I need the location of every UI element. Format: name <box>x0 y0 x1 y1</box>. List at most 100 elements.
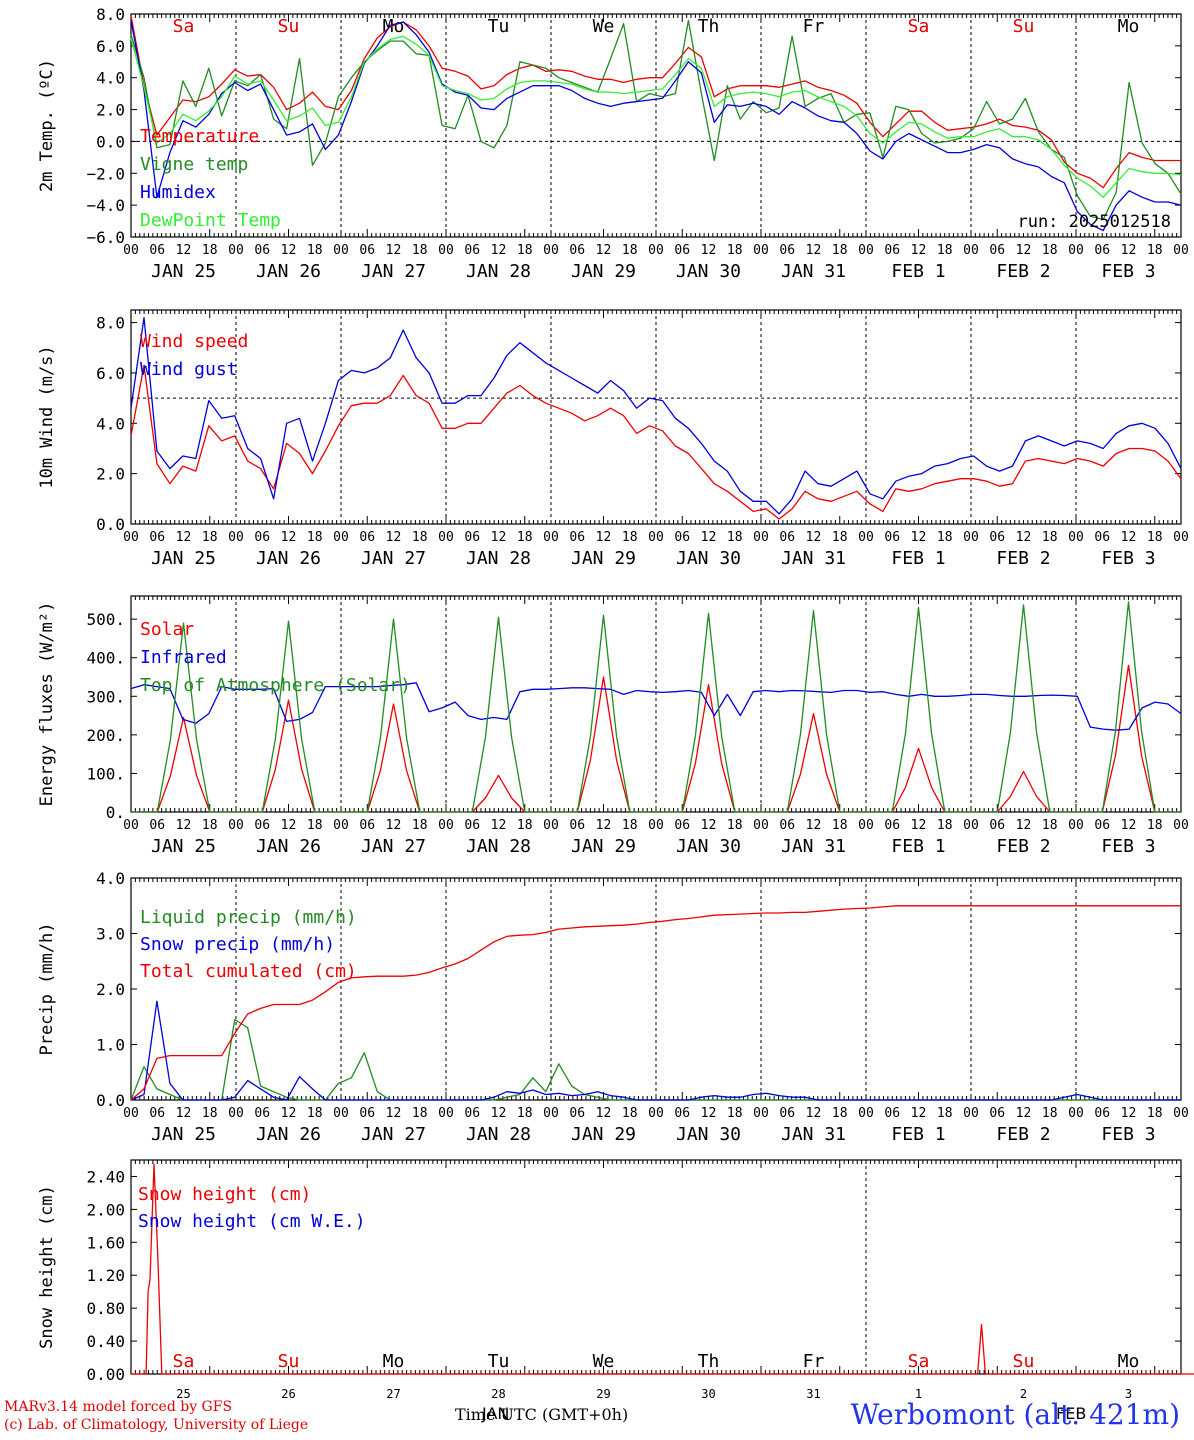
y-tick-label: 0. <box>106 803 125 822</box>
y-tick-label: 1.20 <box>86 1266 125 1285</box>
hour-tick-label: 12 <box>701 818 717 833</box>
month-label-feb: FEB <box>1056 1404 1087 1423</box>
y-axis-label: Snow height (cm) <box>37 1185 57 1349</box>
weekday-label: Fr <box>803 16 825 37</box>
hour-tick-label: 00 <box>1173 1106 1189 1121</box>
date-label: JAN 25 <box>151 261 216 282</box>
weekday-label: Th <box>698 16 720 37</box>
hour-tick-label: 00 <box>648 530 664 545</box>
y-axis-label: Energy fluxes (W/m²) <box>37 602 57 807</box>
y-tick-label: 0.40 <box>86 1332 125 1351</box>
hour-tick-label: 00 <box>543 243 559 258</box>
y-tick-label: 0.0 <box>96 1091 125 1110</box>
hour-tick-label: 12 <box>596 1106 612 1121</box>
hour-tick-label: 00 <box>333 1106 349 1121</box>
hour-tick-label: 00 <box>1068 818 1084 833</box>
hour-tick-label: 00 <box>1173 818 1189 833</box>
y-tick-label: 1.60 <box>86 1233 125 1252</box>
hour-tick-label: 06 <box>674 243 690 258</box>
hour-tick-label: 06 <box>464 530 480 545</box>
hour-tick-label: 12 <box>491 818 507 833</box>
y-tick-label: 100. <box>86 764 125 783</box>
weekday-label: Sa <box>173 16 195 37</box>
legend-entry: Solar <box>140 619 194 640</box>
station-name: Werbomont (alt. 421m) <box>850 1398 1180 1431</box>
date-label: FEB 2 <box>996 1124 1050 1145</box>
y-tick-label: 2.40 <box>86 1167 125 1186</box>
legend-entry: Snow height (cm) <box>138 1184 311 1205</box>
date-label: JAN 27 <box>361 836 426 857</box>
hour-tick-label: 00 <box>123 818 139 833</box>
date-label: JAN 26 <box>256 548 321 569</box>
hour-tick-label: 00 <box>1068 243 1084 258</box>
day-number-label: 1 <box>915 1387 922 1401</box>
date-label: FEB 1 <box>891 1124 945 1145</box>
hour-tick-label: 12 <box>386 243 402 258</box>
hour-tick-label: 18 <box>937 1106 953 1121</box>
hour-tick-label: 18 <box>622 530 638 545</box>
hour-tick-label: 12 <box>806 818 822 833</box>
hour-tick-label: 00 <box>858 818 874 833</box>
hour-tick-label: 18 <box>1042 818 1058 833</box>
hour-tick-label: 12 <box>1016 1106 1032 1121</box>
hour-tick-label: 12 <box>806 530 822 545</box>
weekday-label: Su <box>278 1351 300 1372</box>
date-label: JAN 26 <box>256 1124 321 1145</box>
hour-tick-label: 18 <box>727 818 743 833</box>
hour-tick-label: 00 <box>438 1106 454 1121</box>
date-label: JAN 26 <box>256 261 321 282</box>
hour-tick-label: 18 <box>832 1106 848 1121</box>
hour-tick-label: 18 <box>517 243 533 258</box>
weekday-label: Sa <box>908 16 930 37</box>
hour-tick-label: 06 <box>989 530 1005 545</box>
legend-entry: Wind speed <box>140 331 248 352</box>
hour-tick-label: 00 <box>123 530 139 545</box>
hour-tick-label: 18 <box>307 530 323 545</box>
weekday-label: Mo <box>1118 1351 1140 1372</box>
hour-tick-label: 06 <box>989 243 1005 258</box>
panel-4: 4.0 3.0 2.0 1.0 0.0 Precip (mm/h) 00 06 12 18 JAN … <box>37 869 1189 1145</box>
hour-tick-label: 06 <box>884 1106 900 1121</box>
hour-tick-label: 18 <box>307 1106 323 1121</box>
y-tick-label: 1.0 <box>96 1036 125 1055</box>
y-tick-label: 300. <box>86 687 125 706</box>
panel-2: 8.0 6.0 4.0 2.0 0.0 10m Wind (m/s) 00 06 12 18 JAN… <box>37 309 1189 569</box>
series-line <box>130 35 1182 198</box>
hour-tick-label: 06 <box>884 243 900 258</box>
hour-tick-label: 12 <box>596 818 612 833</box>
hour-tick-label: 06 <box>1094 243 1110 258</box>
hour-tick-label: 00 <box>1068 1106 1084 1121</box>
hour-tick-label: 06 <box>779 818 795 833</box>
hour-tick-label: 18 <box>832 530 848 545</box>
weekday-label: Fr <box>803 1351 825 1372</box>
hour-tick-label: 12 <box>911 243 927 258</box>
hour-tick-label: 00 <box>648 818 664 833</box>
run-annotation: run: 2025012518 <box>1017 212 1171 232</box>
hour-tick-label: 00 <box>333 818 349 833</box>
hour-tick-label: 06 <box>1094 530 1110 545</box>
hour-tick-label: 18 <box>832 243 848 258</box>
day-number-label: 25 <box>176 1387 190 1401</box>
hour-tick-label: 18 <box>517 1106 533 1121</box>
hour-tick-label: 00 <box>753 1106 769 1121</box>
hour-tick-label: 12 <box>911 1106 927 1121</box>
date-label: JAN 30 <box>676 548 741 569</box>
legend-entry: Top of Atmosphere (Solar) <box>140 675 411 696</box>
hour-tick-label: 06 <box>1094 1106 1110 1121</box>
date-label: JAN 25 <box>151 836 216 857</box>
hour-tick-label: 00 <box>753 243 769 258</box>
date-label: FEB 1 <box>891 836 945 857</box>
hour-tick-label: 18 <box>517 530 533 545</box>
series-line <box>130 20 1182 232</box>
hour-tick-label: 06 <box>569 530 585 545</box>
weekday-label: Su <box>278 16 300 37</box>
y-tick-label: 3.0 <box>96 925 125 944</box>
hour-tick-label: 12 <box>1016 530 1032 545</box>
hour-tick-label: 12 <box>281 530 297 545</box>
y-tick-label: 8.0 <box>96 5 125 24</box>
weekday-label: Sa <box>908 1351 930 1372</box>
legend-entry: Infrared <box>140 647 227 668</box>
hour-tick-label: 06 <box>569 818 585 833</box>
weekday-label: We <box>593 1351 615 1372</box>
hour-tick-label: 18 <box>1147 818 1163 833</box>
